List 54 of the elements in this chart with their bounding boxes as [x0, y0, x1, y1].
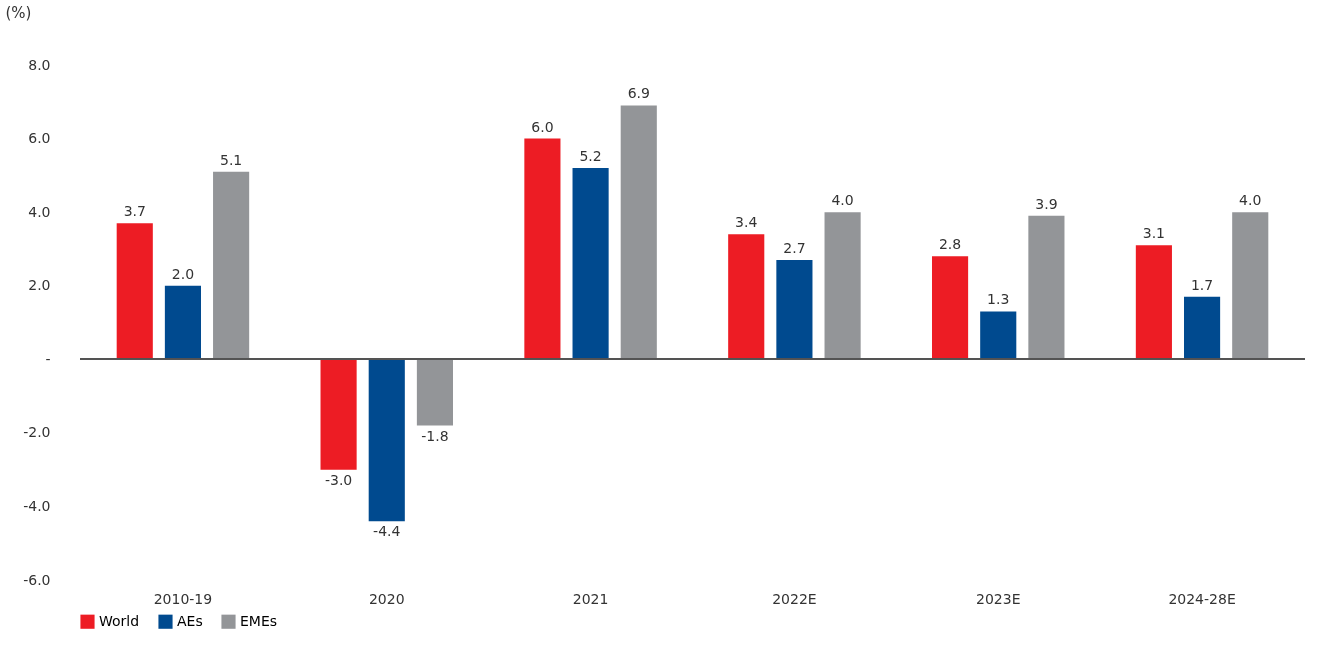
- data-label: 4.0: [1239, 192, 1262, 209]
- data-label: 1.7: [1190, 276, 1214, 293]
- legend-label: World: [99, 612, 140, 629]
- x-tick-label: 2023E: [976, 590, 1021, 607]
- x-tick-label: 2020: [368, 590, 405, 607]
- bar: [320, 359, 357, 470]
- y-tick-label: -6.0: [23, 571, 51, 588]
- bar: [980, 311, 1017, 360]
- data-label: 4.0: [831, 192, 854, 209]
- y-tick-label: 6.0: [28, 130, 51, 147]
- data-label: 6.0: [531, 118, 554, 135]
- y-tick-label: 8.0: [28, 56, 51, 73]
- y-tick-label: -: [45, 350, 51, 367]
- bar: [368, 359, 405, 522]
- x-tick-label: 2010-19: [153, 590, 213, 607]
- bar: [213, 171, 250, 360]
- bar: [524, 138, 561, 360]
- x-tick-label: 2022E: [772, 590, 817, 607]
- legend-label: EMEs: [240, 612, 278, 629]
- bar: [932, 256, 969, 360]
- data-label: 5.1: [219, 151, 243, 168]
- bar: [776, 259, 813, 360]
- bar: [620, 105, 657, 360]
- bar: [1135, 245, 1172, 360]
- data-label: 5.2: [579, 148, 602, 164]
- bar: [824, 212, 861, 360]
- data-label: 3.1: [1142, 225, 1166, 242]
- data-label: 2.0: [171, 265, 195, 282]
- data-label: 3.7: [123, 203, 146, 220]
- y-tick-label: 4.0: [28, 203, 51, 220]
- data-label: 6.9: [627, 85, 650, 102]
- data-label: -4.4: [373, 523, 401, 540]
- x-tick-label: 2024-28E: [1168, 590, 1236, 607]
- bar: [728, 234, 765, 360]
- data-label: 1.3: [987, 291, 1010, 308]
- bar: [1028, 215, 1065, 360]
- bar: [116, 223, 153, 360]
- x-tick-label: 2021: [572, 590, 609, 607]
- bar: [416, 359, 453, 426]
- legend-label: AEs: [177, 612, 203, 629]
- y-tick-label: 2.0: [28, 277, 51, 294]
- bar: [1184, 296, 1221, 360]
- data-label: -1.8: [421, 427, 449, 444]
- bar: [1232, 212, 1269, 360]
- data-label: 3.4: [735, 214, 758, 231]
- bar: [164, 285, 201, 360]
- y-tick-label: -4.0: [23, 497, 51, 514]
- data-label: 2.8: [938, 236, 962, 253]
- y-tick-label: -2.0: [23, 424, 51, 441]
- data-label: 2.7: [783, 239, 806, 256]
- bar: [572, 168, 609, 360]
- data-label: 3.9: [1035, 195, 1058, 212]
- data-label: -3.0: [324, 471, 353, 488]
- y-axis-title: (%): [5, 3, 32, 22]
